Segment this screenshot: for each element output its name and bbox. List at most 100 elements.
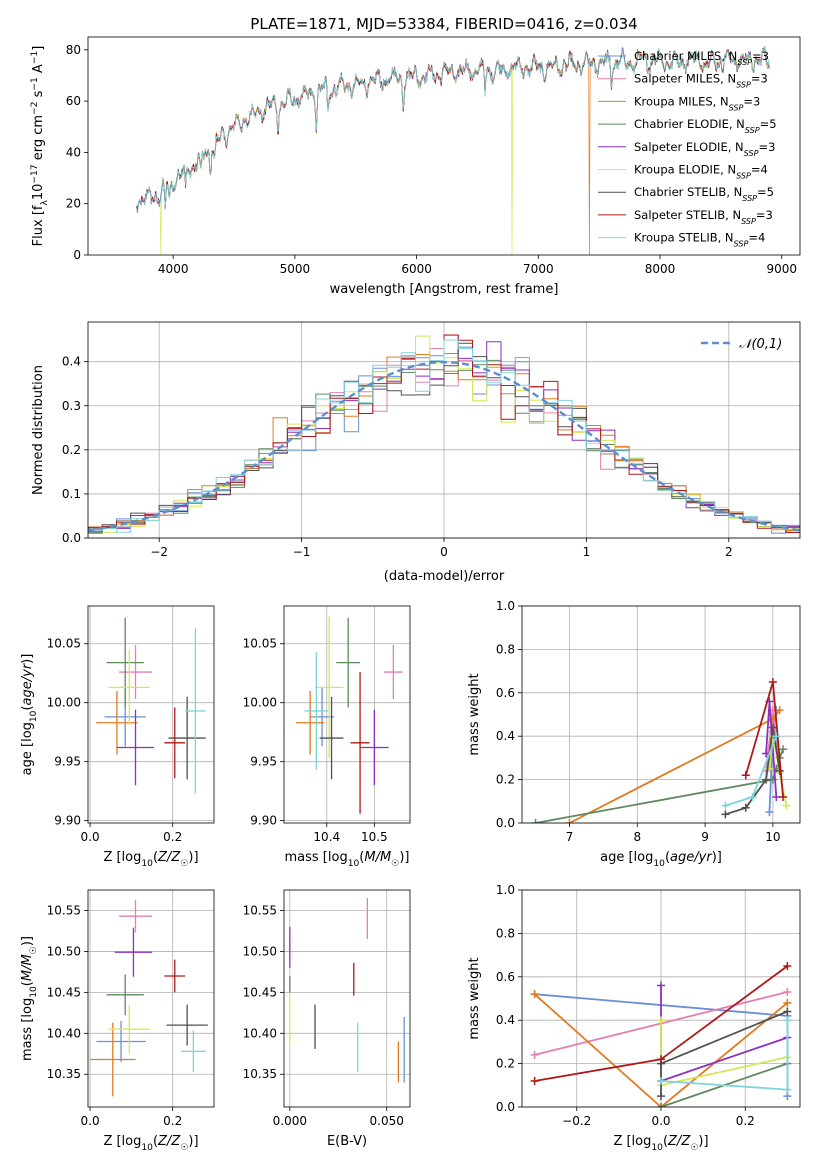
axes-frame <box>283 605 411 824</box>
x-axis-label: mass [log10(M/M☉)] <box>285 850 410 869</box>
legend-entry: Salpeter MILES, NSSP=3 <box>634 72 768 90</box>
x-axis-label: E(B-V) <box>327 1134 367 1149</box>
y-tick-label: 0.0 <box>62 531 81 545</box>
axes-weight-vs-Z: −0.2 0.0 0.2 0.0 0.2 0.4 0.6 0.8 1.0 Z [log10(Z/Z… <box>467 883 801 1153</box>
x-axis-label: age [log10(age/yr)] <box>600 850 722 869</box>
error-point <box>118 899 153 933</box>
x-tick-label: 9000 <box>766 262 797 276</box>
x-tick-label: 5000 <box>280 262 311 276</box>
grid <box>284 890 410 1107</box>
y-tick-label: 10.55 <box>243 903 277 917</box>
legend-entry: Kroupa ELODIE, NSSP=4 <box>634 163 768 181</box>
weight-marker <box>779 745 788 754</box>
y-tick-label: 10.40 <box>47 1026 81 1040</box>
x-tick-label: 10 <box>765 830 780 844</box>
weight-marker <box>748 792 757 801</box>
y-axis-label: Flux [fλ10−17 erg cm−2 s−1 A−1] <box>30 46 50 247</box>
y-tick-label: 10.50 <box>47 944 81 958</box>
legend-entry: Salpeter STELIB, NSSP=3 <box>634 208 773 226</box>
error-point <box>180 1030 206 1072</box>
y-tick-label: 0.0 <box>496 1100 515 1114</box>
error-point <box>383 644 403 700</box>
weight-marker <box>783 1085 792 1094</box>
axes-frame <box>87 605 215 824</box>
y-tick-label: 10.00 <box>47 696 81 710</box>
plot-area <box>530 961 792 1107</box>
y-tick-label: 10.50 <box>243 944 277 958</box>
y-tick-label: 9.90 <box>54 814 81 828</box>
x-tick-label: 10.5 <box>361 830 388 844</box>
plot-area <box>289 898 405 1083</box>
error-point <box>96 690 138 755</box>
plot-area <box>295 616 403 814</box>
y-tick-label: 20 <box>66 197 81 211</box>
axes-frame <box>283 889 411 1108</box>
axes-frame <box>87 36 801 256</box>
y-tick-label: 0.4 <box>62 355 81 369</box>
plot-area <box>136 46 770 255</box>
error-point <box>108 1004 150 1054</box>
error-point <box>310 687 334 747</box>
y-tick-label: 0.4 <box>496 1013 515 1027</box>
y-tick-label: 0.4 <box>496 729 515 743</box>
x-tick-label: 10.4 <box>313 830 340 844</box>
y-tick-label: 0.0 <box>496 816 515 830</box>
y-tick-label: 10.45 <box>47 985 81 999</box>
normal-curve <box>88 360 800 532</box>
x-tick-label: 0.2 <box>163 830 182 844</box>
y-tick-label: 9.90 <box>250 814 277 828</box>
y-tick-label: 10.35 <box>47 1067 81 1081</box>
error-point <box>164 707 186 779</box>
axes-residuals: −2 −1 0 1 2 0.0 0.1 0.2 0.3 0.4 (data-model)/error… <box>31 321 801 584</box>
x-axis-label: Z [log10(Z/Z☉)] <box>103 850 198 869</box>
error-point <box>114 927 153 977</box>
x-tick-label: −1 <box>293 545 311 559</box>
chart-title: PLATE=1871, MJD=53384, FIBERID=0416, z=0… <box>250 15 637 33</box>
y-tick-label: 10.35 <box>243 1067 277 1081</box>
legend-entry: Chabrier MILES, NSSP=3 <box>634 49 769 67</box>
y-tick-label: 10.05 <box>243 637 277 651</box>
error-point <box>164 959 186 993</box>
y-tick-label: 0.2 <box>496 773 515 787</box>
weight-marker <box>657 1055 665 1064</box>
weight-line <box>534 993 788 1107</box>
error-point <box>106 974 144 1016</box>
weight-marker <box>531 819 540 823</box>
error-point <box>360 709 389 786</box>
axes-age-vs-Z: 0.0 0.2 9.90 9.95 10.00 10.05 Z [log10(Z/Z☉)] a… <box>20 605 215 869</box>
y-tick-label: 0 <box>73 248 81 262</box>
y-tick-label: 0.1 <box>62 487 81 501</box>
error-point <box>106 617 144 708</box>
weight-marker <box>741 771 750 780</box>
error-point <box>166 1004 208 1046</box>
x-tick-label: −2 <box>150 545 168 559</box>
y-tick-label: 0.8 <box>496 642 515 656</box>
y-axis-label: Normed distribution <box>31 365 46 495</box>
weight-marker <box>565 819 574 823</box>
x-tick-label: 7 <box>566 830 574 844</box>
y-axis-label: age [log10(age/yr)] <box>20 654 39 776</box>
weight-marker <box>783 1007 792 1016</box>
legend-entry: Kroupa MILES, NSSP=3 <box>634 94 760 112</box>
x-tick-label: 9 <box>701 830 709 844</box>
x-tick-label: 0.050 <box>370 1114 404 1128</box>
y-axis-label: mass [log10(M/M☉)] <box>20 936 39 1061</box>
y-tick-label: 80 <box>66 43 81 57</box>
weight-marker <box>657 1016 665 1025</box>
x-tick-label: 8 <box>633 830 641 844</box>
x-axis-label: Z [log10(Z/Z☉)] <box>103 1134 198 1153</box>
error-point <box>350 672 370 814</box>
grid <box>88 890 214 1107</box>
y-tick-label: 10.40 <box>243 1026 277 1040</box>
plot-area <box>88 334 800 538</box>
axes-weight-vs-age: 7 8 9 10 0.0 0.2 0.4 0.6 0.8 1.0 age [log10(age/yr… <box>467 599 801 869</box>
weight-line <box>535 748 784 823</box>
legend-entry: 𝒩(0,1) <box>739 337 782 352</box>
plot-area <box>96 617 206 794</box>
axes-mass-vs-Z: 0.0 0.2 10.35 10.40 10.45 10.50 10.55 Z [log10(… <box>20 889 215 1153</box>
error-point <box>295 690 325 755</box>
legend-entry: Chabrier ELODIE, NSSP=5 <box>634 117 777 135</box>
y-tick-label: 10.45 <box>243 985 277 999</box>
weight-marker <box>657 1103 665 1107</box>
weight-marker <box>783 998 792 1007</box>
